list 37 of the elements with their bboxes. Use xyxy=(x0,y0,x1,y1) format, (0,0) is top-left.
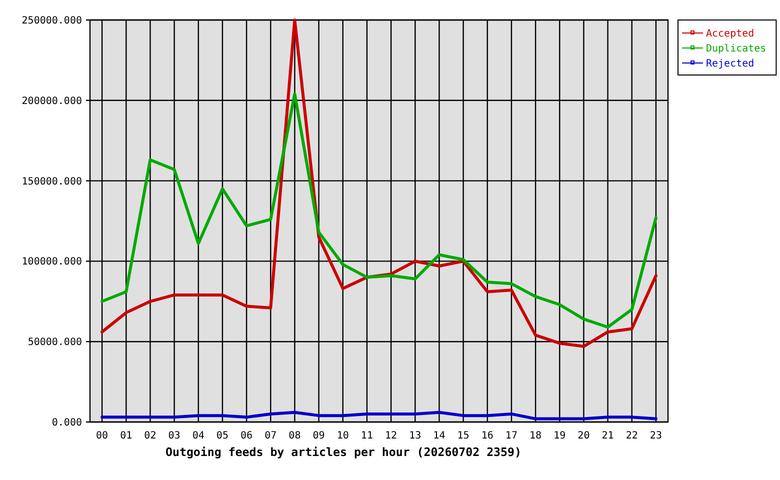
x-tick-label: 10 xyxy=(336,430,349,442)
x-tick-label: 20 xyxy=(578,430,590,442)
y-tick-label: 100000.000 xyxy=(22,256,82,268)
legend-label: Duplicates xyxy=(706,44,766,54)
x-tick-label: 23 xyxy=(650,430,662,442)
x-axis-title: Outgoing feeds by articles per hour (20260702 2359) xyxy=(166,445,522,460)
legend-label: Rejected xyxy=(706,58,754,70)
x-tick-label: 09 xyxy=(312,430,325,442)
x-tick-label: 21 xyxy=(602,430,614,442)
line-series xyxy=(100,18,658,348)
x-tick-label: 11 xyxy=(360,430,373,442)
y-tick-label: 250000.000 xyxy=(22,16,82,26)
x-tick-label: 22 xyxy=(626,430,638,442)
line-series xyxy=(100,92,658,329)
x-tick-label: 18 xyxy=(530,430,542,442)
x-tick-label: 07 xyxy=(264,430,277,442)
line-series xyxy=(100,410,658,420)
x-tick-label: 01 xyxy=(120,430,132,442)
x-tick-label: 12 xyxy=(385,430,398,442)
x-tick-label: 14 xyxy=(433,430,446,442)
x-tick-label: 00 xyxy=(96,430,108,442)
x-tick-label: 15 xyxy=(457,430,470,442)
x-tick-label: 16 xyxy=(481,430,494,442)
x-tick-label: 17 xyxy=(505,430,518,442)
y-tick-label: 0.000 xyxy=(52,418,82,428)
x-tick-label: 03 xyxy=(168,430,180,442)
y-tick-label: 200000.000 xyxy=(22,96,82,107)
y-tick-label: 150000.000 xyxy=(22,176,82,188)
legend-label: Accepted xyxy=(706,28,754,40)
x-tick-label: 08 xyxy=(288,430,301,442)
x-tick-label: 13 xyxy=(409,430,422,442)
x-tick-label: 02 xyxy=(144,430,156,442)
y-tick-label: 50000.000 xyxy=(28,337,82,348)
x-tick-label: 05 xyxy=(216,430,228,442)
x-tick-label: 04 xyxy=(192,430,204,442)
x-tick-label: 06 xyxy=(240,430,253,442)
x-tick-label: 19 xyxy=(554,430,566,442)
